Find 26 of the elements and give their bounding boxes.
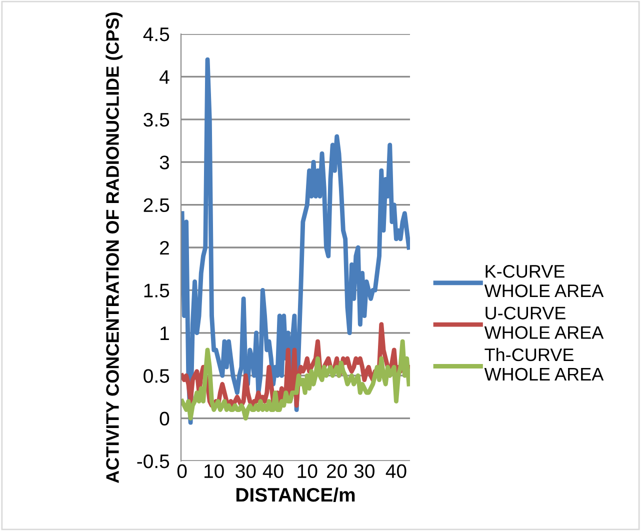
x-tick-label: 30 [354, 464, 374, 478]
x-tick-label: 40 [262, 464, 284, 478]
y-tick-label: 2.5 [144, 198, 170, 212]
y-tick-label: 3 [160, 156, 170, 170]
y-axis-title: ACTIVITY CONCENTRATION OF RADIONUCLIDE (CPS) [106, 12, 122, 483]
legend-label: U-CURVE WHOLE AREA [484, 306, 604, 339]
x-axis-title: DISTANCE/m [236, 487, 355, 502]
x-tick-label: 30 [236, 464, 256, 478]
y-tick-label: 1.5 [144, 284, 170, 298]
x-tick-label: 10 [298, 464, 318, 478]
y-tick-label: 4.5 [143, 28, 170, 42]
line-series [181, 57, 410, 425]
y-tick-label: 3.5 [144, 112, 170, 127]
x-tick-label: 40 [386, 464, 406, 478]
line-series [181, 339, 410, 421]
y-tick-label: 0 [160, 412, 170, 426]
x-tick-label: 10 [204, 464, 224, 478]
y-tick-label: 1 [160, 326, 169, 340]
legend-label: K-CURVE WHOLE AREA [484, 265, 604, 298]
y-tick-label: 2 [160, 240, 169, 255]
legend-label: Th-CURVE WHOLE AREA [484, 348, 604, 381]
x-tick-label: 0 [177, 464, 187, 478]
y-tick-label: -0.5 [137, 454, 170, 468]
y-tick-label: 4 [160, 70, 170, 84]
y-tick-label: 0.5 [144, 369, 170, 383]
x-tick-label: 20 [327, 464, 347, 478]
